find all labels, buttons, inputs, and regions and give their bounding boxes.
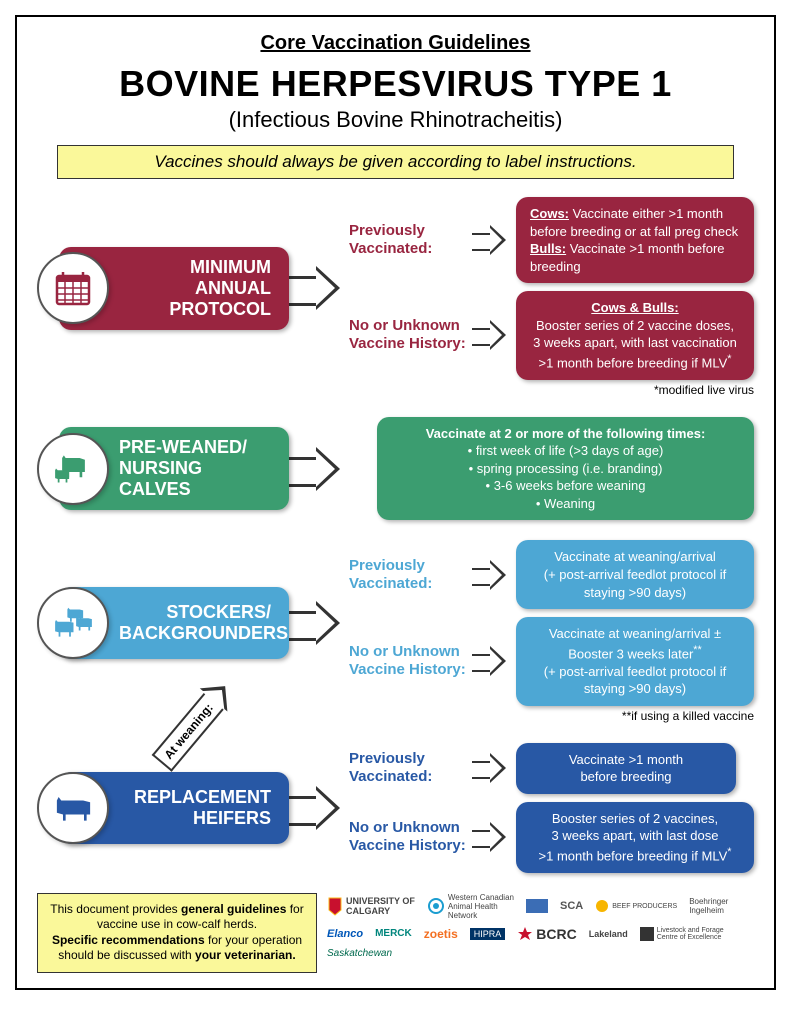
footer: This document provides general guideline… [37,893,754,973]
arrow-icon [284,266,344,310]
sponsor-zoetis: zoetis [424,927,458,941]
arrow-icon [472,753,508,783]
sponsor-elanco: Elanco [327,928,363,940]
footnote-killed: **if using a killed vaccine [37,709,754,723]
footnote-mlv: *modified live virus [37,383,754,397]
sponsor-sca: SCA [560,900,583,912]
page-container: Core Vaccination Guidelines BOVINE HERPE… [15,15,776,990]
sponsor-boehringer: BoehringerIngelheim [689,897,728,915]
detail-box: Vaccinate at weaning/arrival(+ post-arri… [516,540,754,609]
arrow-icon [472,646,508,676]
sponsor-saav [526,899,548,913]
sponsor-sask: Saskatchewan [327,948,392,959]
section-label-heifers: REPLACEMENT HEIFERS [119,787,271,829]
sponsor-lakeland: Lakeland [589,929,628,939]
sponsor-calgary: UNIVERSITY OFCALGARY [327,896,415,916]
top-heading: Core Vaccination Guidelines [37,32,754,55]
sponsor-hipra: HIPRA [470,928,506,940]
section-label-minimum: MINIMUM ANNUAL PROTOCOL [119,257,271,320]
detail-box: Cows & Bulls:Booster series of 2 vaccine… [516,291,754,380]
cow-calf-icon [37,433,109,505]
arrow-icon [472,320,508,350]
detail-box: Vaccinate at 2 or more of the following … [377,417,754,521]
sponsor-wcahn: Western CanadianAnimal HealthNetwork [427,893,514,920]
detail-box: Vaccinate >1 monthbefore breeding [516,743,736,794]
cattle-group-icon [37,587,109,659]
arrow-icon [472,225,508,255]
detail-box: Booster series of 2 vaccines,3 weeks apa… [516,802,754,873]
arrow-icon [284,601,344,645]
section-heifers: REPLACEMENT HEIFERS Previously Vaccinate… [37,743,754,873]
warning-banner: Vaccines should always be given accordin… [57,145,734,179]
main-title: BOVINE HERPESVIRUS TYPE 1 [37,63,754,105]
sponsor-beefprod: BEEF PRODUCERS [595,899,677,913]
arrow-icon [472,560,508,590]
arrow-icon [472,822,508,852]
sub-label-prev-vacc: Previously Vaccinated: [349,222,477,258]
sub-label-unknown: No or Unknown Vaccine History: [349,317,477,353]
section-label-stockers: STOCKERS/ BACKGROUNDERS [119,602,271,644]
sponsor-bcrc: BCRC [517,926,576,942]
sub-label-prev-vacc: Previously Vaccinated: [349,557,477,593]
sub-label-unknown: No or Unknown Vaccine History: [349,643,477,679]
arrow-icon [284,447,344,491]
subtitle: (Infectious Bovine Rhinotracheitis) [37,107,754,133]
sub-label-unknown: No or Unknown Vaccine History: [349,819,477,855]
detail-box: Cows: Vaccinate either >1 month before b… [516,197,754,283]
arrow-icon [284,786,344,830]
sponsor-merck: MERCK [375,928,412,939]
section-preweaned: PRE-WEANED/ NURSING CALVES Vaccinate at … [37,417,754,521]
calendar-icon [37,252,109,324]
section-minimum-annual: MINIMUM ANNUAL PROTOCOL Previously Vacci… [37,197,754,397]
sponsor-logos: UNIVERSITY OFCALGARY Western CanadianAni… [327,893,754,959]
footer-note: This document provides general guideline… [37,893,317,973]
section-label-preweaned: PRE-WEANED/ NURSING CALVES [119,437,271,500]
sponsor-lfce: Livestock and ForageCentre of Excellence [640,927,724,941]
sub-label-prev-vacc: Previously Vaccinated: [349,750,477,786]
section-stockers: STOCKERS/ BACKGROUNDERS Previously Vacci… [37,540,754,722]
heifer-icon [37,772,109,844]
detail-box: Vaccinate at weaning/arrival ±Booster 3 … [516,617,754,706]
